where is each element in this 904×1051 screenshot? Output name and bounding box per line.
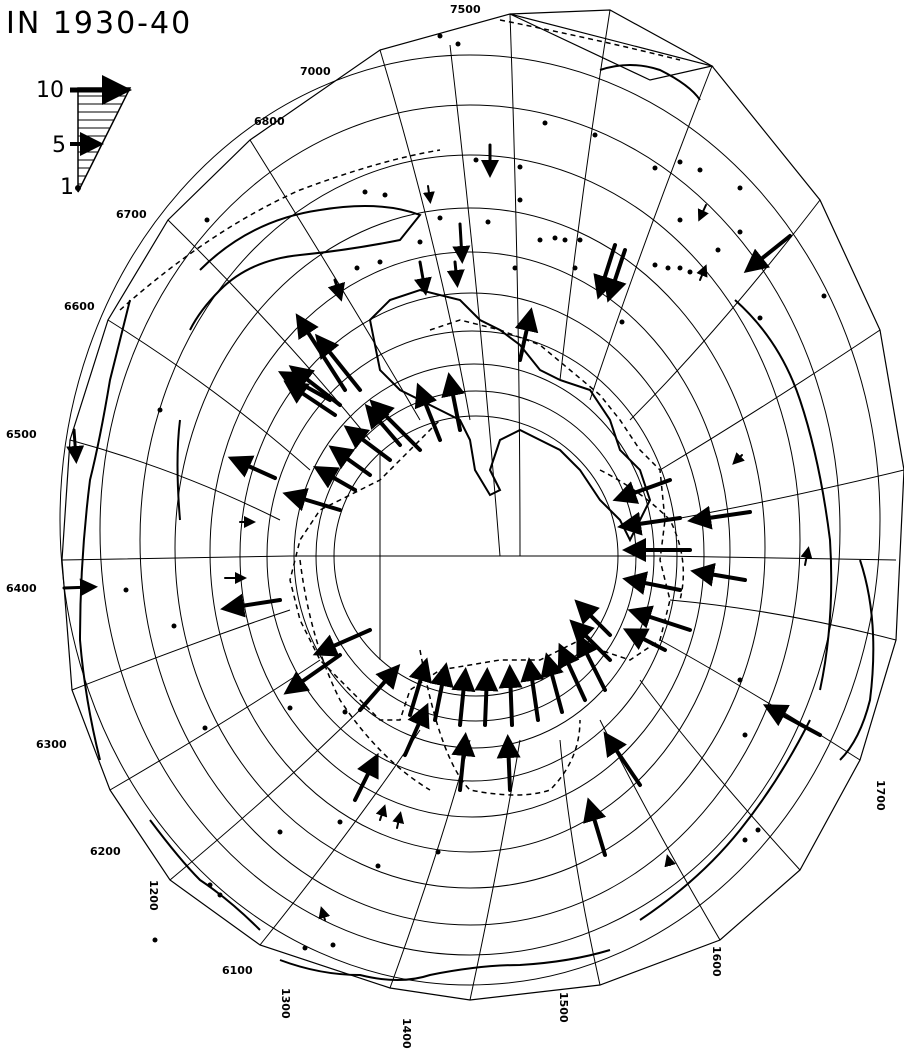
contour-label-6400: 6400 xyxy=(6,582,37,595)
dashed-boundaries xyxy=(119,19,685,796)
contour-label-6600: 6600 xyxy=(64,300,95,313)
legend-label-10: 10 xyxy=(36,78,64,103)
vector-arrows xyxy=(62,143,822,921)
contour-label-7500: 7500 xyxy=(450,3,481,16)
meridian-label-1600: 1600 xyxy=(710,946,723,977)
legend-label-5: 5 xyxy=(52,133,66,158)
meridian-label-1200: 1200 xyxy=(147,880,160,911)
meridian-label-1500: 1500 xyxy=(557,992,570,1023)
coastlines xyxy=(78,64,875,981)
contour-label-7000: 7000 xyxy=(300,65,331,78)
meridian-label-1400: 1400 xyxy=(400,1018,413,1049)
small-markers xyxy=(123,33,827,951)
meridian-label-1700: 1700 xyxy=(874,780,887,811)
contour-label-6700: 6700 xyxy=(116,208,147,221)
arrow-scale-legend xyxy=(70,75,132,193)
map-title: IN 1930-40 xyxy=(6,6,192,41)
contour-label-6500: 6500 xyxy=(6,428,37,441)
meridian-label-1300: 1300 xyxy=(279,988,292,1019)
contour-label-6200: 6200 xyxy=(90,845,121,858)
legend-label-1: 1 xyxy=(60,175,74,200)
grid-rings xyxy=(59,54,881,986)
contour-label-6300: 6300 xyxy=(36,738,67,751)
contour-label-6100: 6100 xyxy=(222,964,253,977)
contour-label-6800: 6800 xyxy=(254,115,285,128)
